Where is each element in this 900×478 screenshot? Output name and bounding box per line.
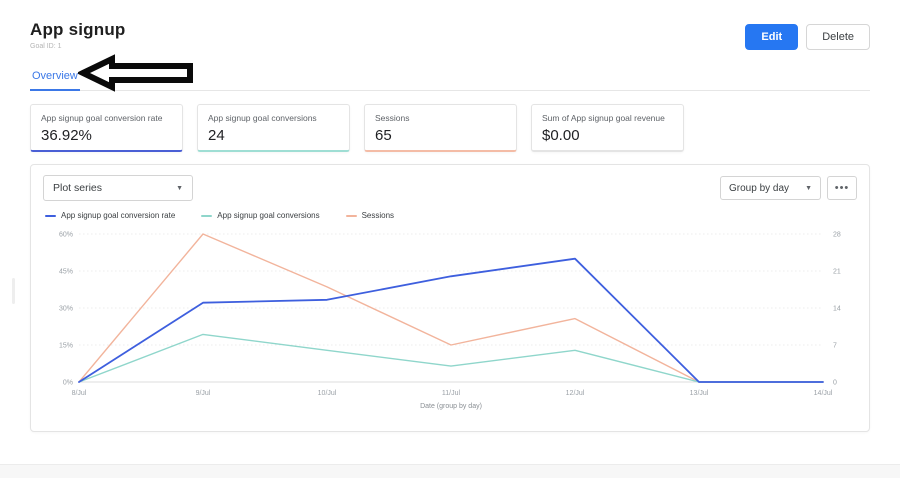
svg-text:9/Jul: 9/Jul <box>196 390 211 397</box>
header-actions: Edit Delete <box>745 24 870 50</box>
legend-label: Sessions <box>361 211 395 220</box>
svg-text:45%: 45% <box>59 269 73 276</box>
card-value: 65 <box>375 127 392 144</box>
goal-id-subtitle: Goal ID: 1 <box>30 43 62 50</box>
edit-button[interactable]: Edit <box>745 24 799 50</box>
svg-text:0%: 0% <box>63 380 73 387</box>
metric-cards-row: App signup goal conversion rate 36.92% A… <box>30 104 870 152</box>
group-by-label: Group by day <box>729 182 790 194</box>
svg-text:8/Jul: 8/Jul <box>72 390 87 397</box>
plot-series-dropdown[interactable]: Plot series ▼ <box>43 175 193 201</box>
tab-overview[interactable]: Overview <box>30 66 80 91</box>
header-titles: App signup Goal ID: 1 <box>30 20 125 50</box>
svg-text:21: 21 <box>833 269 841 276</box>
card-value: 24 <box>208 127 225 144</box>
legend-item-sessions: Sessions <box>345 211 395 220</box>
legend-dash <box>201 214 213 217</box>
svg-text:10/Jul: 10/Jul <box>318 390 337 397</box>
legend-label: App signup goal conversion rate <box>61 211 176 220</box>
legend-label: App signup goal conversions <box>217 211 320 220</box>
svg-text:Date (group by day): Date (group by day) <box>420 403 482 410</box>
scrollbar-tick[interactable] <box>12 278 15 304</box>
svg-text:13/Jul: 13/Jul <box>690 390 709 397</box>
chart-panel: Plot series ▼ Group by day ▼ ••• App sig… <box>30 164 870 432</box>
card-label: App signup goal conversions <box>208 113 317 123</box>
annotation-arrow-left-icon <box>78 54 193 92</box>
card-revenue: Sum of App signup goal revenue $0.00 <box>531 104 684 152</box>
legend-item-conversions: App signup goal conversions <box>201 211 320 220</box>
line-chart: 0% 0 15% 7 30% 14 45% 21 60% 28 8/Jul 9/Jul 10/Jul 11… <box>43 222 857 425</box>
svg-text:30%: 30% <box>59 306 73 313</box>
line-chart-svg: 0% 0 15% 7 30% 14 45% 21 60% 28 8/Jul 9/Jul 10/Jul 11… <box>59 232 841 411</box>
svg-text:14: 14 <box>833 306 841 313</box>
chevron-down-icon: ▼ <box>176 184 183 192</box>
page-bottom-edge <box>0 464 900 478</box>
svg-text:60%: 60% <box>59 232 73 239</box>
card-conversions: App signup goal conversions 24 <box>197 104 350 152</box>
svg-text:11/Jul: 11/Jul <box>442 390 461 397</box>
more-options-button[interactable]: ••• <box>827 176 857 200</box>
svg-text:0: 0 <box>833 380 837 387</box>
chevron-down-icon: ▼ <box>805 184 812 192</box>
svg-text:14/Jul: 14/Jul <box>814 390 833 397</box>
tab-bar: Overview <box>30 54 870 92</box>
legend-dash <box>45 214 56 217</box>
svg-text:28: 28 <box>833 232 841 239</box>
card-value: 36.92% <box>41 127 92 144</box>
legend-item-conversion-rate: App signup goal conversion rate <box>45 211 175 220</box>
card-label: Sessions <box>375 113 410 123</box>
delete-button[interactable]: Delete <box>806 24 870 50</box>
toolbar-right: Group by day ▼ ••• <box>720 176 857 200</box>
page-header: App signup Goal ID: 1 Edit Delete <box>30 20 870 50</box>
card-label: App signup goal conversion rate <box>41 113 163 123</box>
page-title: App signup <box>30 20 126 39</box>
chart-legend: App signup goal conversion rate App sign… <box>45 211 855 220</box>
card-label: Sum of App signup goal revenue <box>542 113 665 123</box>
group-by-dropdown[interactable]: Group by day ▼ <box>720 176 821 200</box>
card-value: $0.00 <box>542 127 580 144</box>
svg-text:15%: 15% <box>59 343 73 350</box>
svg-text:7: 7 <box>833 343 837 350</box>
chart-toolbar: Plot series ▼ Group by day ▼ ••• <box>43 175 857 201</box>
legend-dash <box>345 214 357 217</box>
svg-text:12/Jul: 12/Jul <box>566 390 585 397</box>
card-conversion-rate: App signup goal conversion rate 36.92% <box>30 104 183 152</box>
card-sessions: Sessions 65 <box>364 104 517 152</box>
plot-series-label: Plot series <box>53 182 103 194</box>
